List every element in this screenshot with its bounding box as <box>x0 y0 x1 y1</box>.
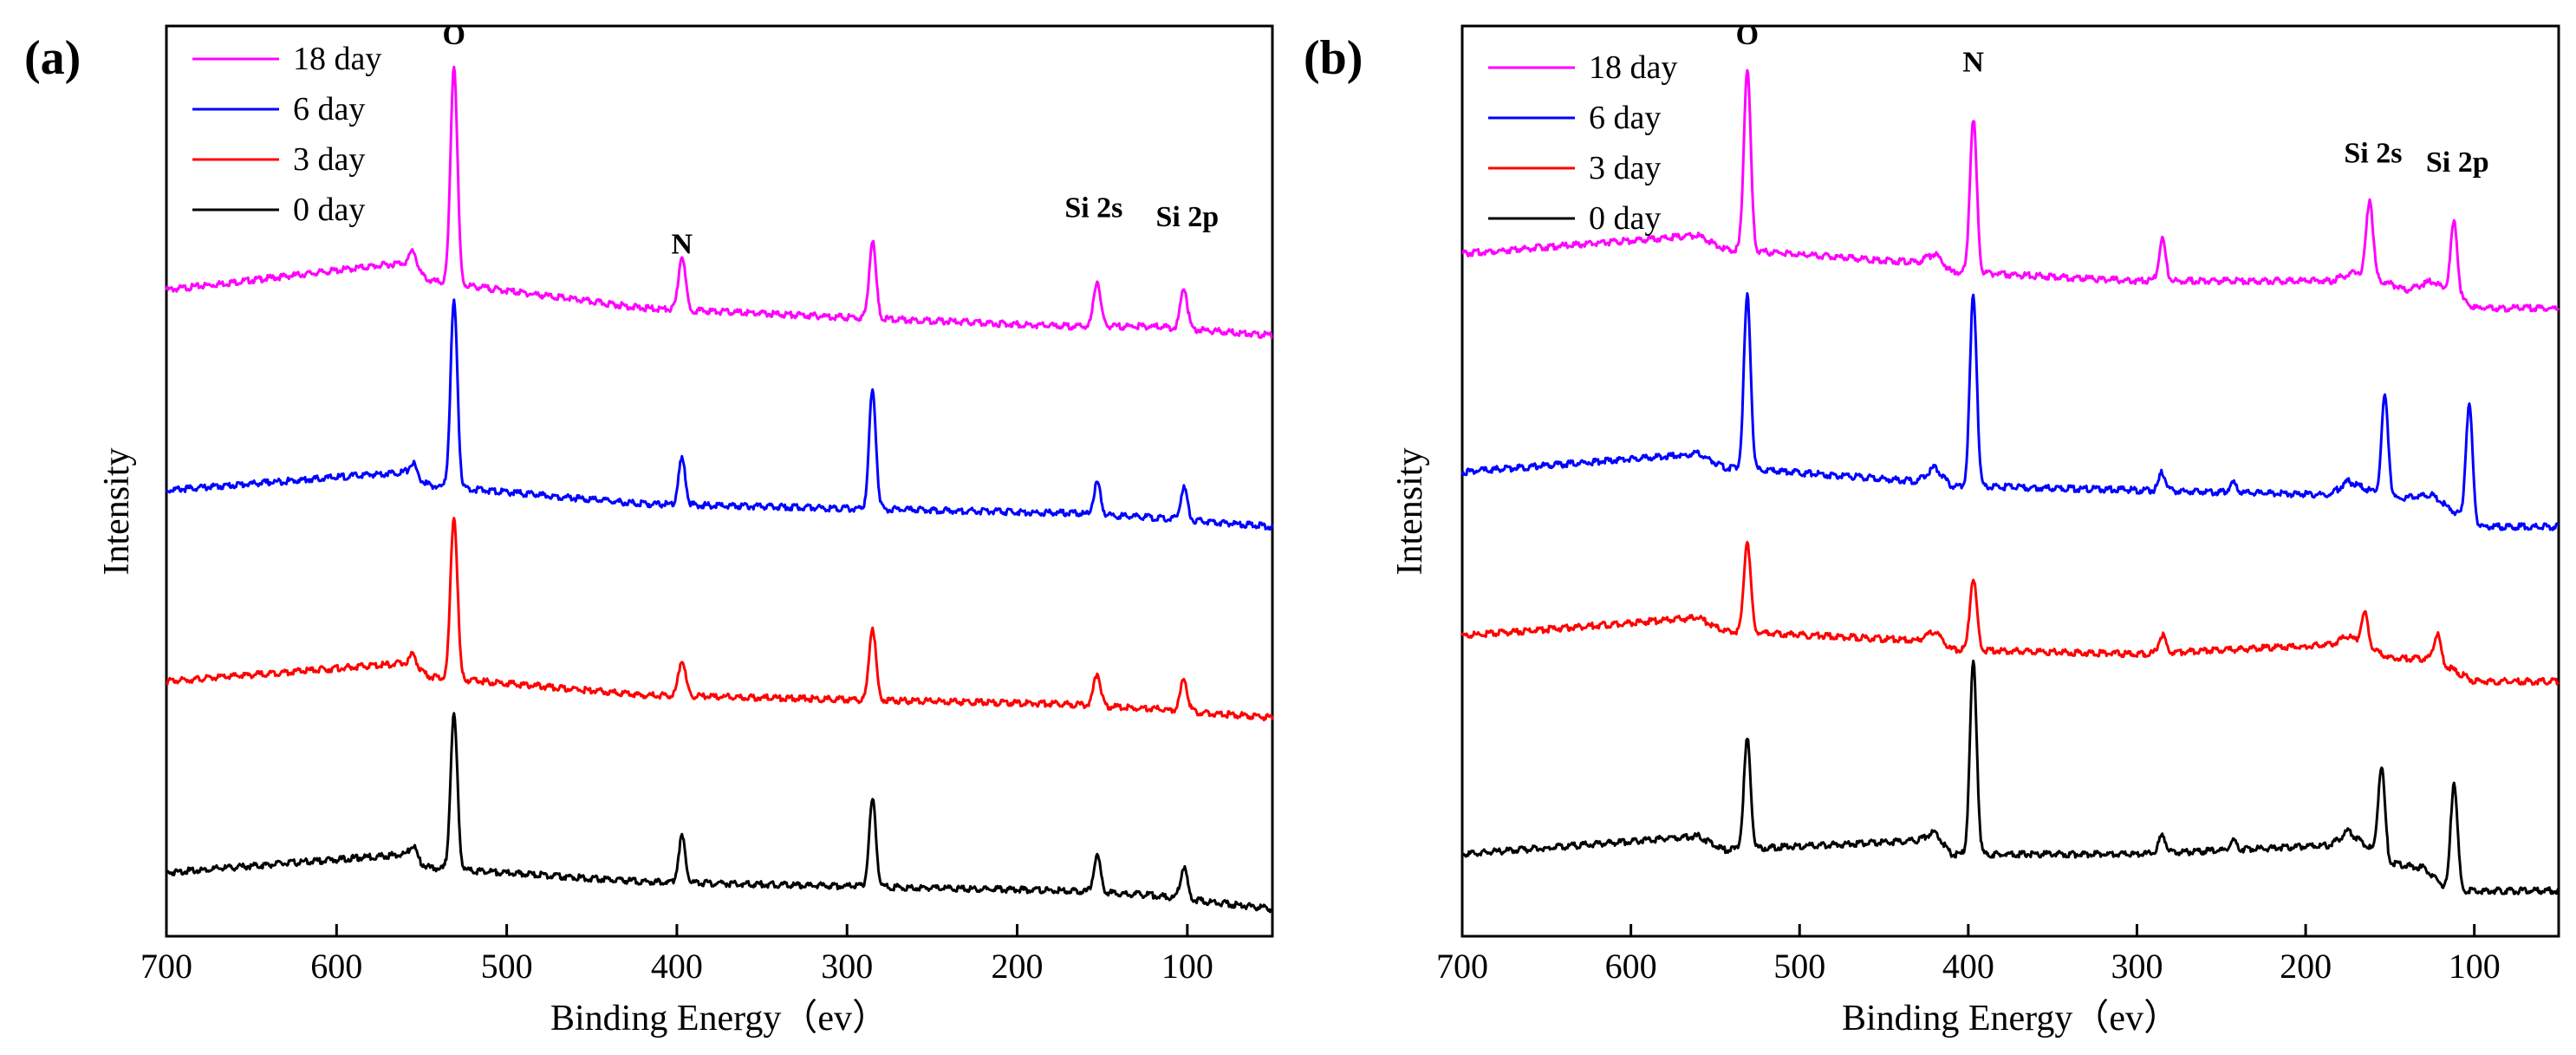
peak-annotation: O <box>443 19 465 51</box>
panel-b-x-axis-title: Binding Energy（ev） <box>1842 999 2180 1039</box>
panel-b-legend: 18 day 6 day 3 day 0 day <box>1488 49 1677 237</box>
series-line-6-day <box>165 298 1274 531</box>
series-line-3-day <box>166 517 1274 722</box>
x-tick-label: 400 <box>1942 947 1994 986</box>
panel-a-peak-annotations: O N Si 2s Si 2p <box>443 19 1220 261</box>
panel-a: (a) 700 600 500 400 300 200 100 18 day 6 day 3 d… <box>24 19 1274 1039</box>
series-line-18-day <box>165 65 1273 339</box>
panel-b: (b) 700 600 500 400 300 200 100 18 day 6 day 3 d… <box>1304 19 2560 1039</box>
peak-annotation: Si 2p <box>1155 201 1219 233</box>
legend-label: 3 day <box>1589 150 1661 186</box>
x-tick-label: 300 <box>2111 947 2163 986</box>
x-tick-label: 700 <box>140 947 192 986</box>
panel-a-x-axis-title: Binding Energy（ev） <box>550 999 888 1039</box>
peak-annotation: N <box>1962 47 1984 79</box>
panel-b-label: (b) <box>1304 31 1363 85</box>
x-tick-label: 200 <box>992 947 1044 986</box>
legend-label: 18 day <box>293 41 381 77</box>
peak-annotation: Si 2p <box>2426 147 2489 179</box>
legend-label: 3 day <box>293 141 365 178</box>
panel-b-peak-annotations: O N Si 2s Si 2p <box>1736 19 2489 179</box>
series-line-6-day <box>1460 292 2560 531</box>
legend-label: 6 day <box>293 91 365 127</box>
series-line-0-day <box>166 712 1273 914</box>
panel-a-y-axis-title: Intensity <box>97 448 137 576</box>
x-tick-label: 500 <box>481 947 533 986</box>
panel-b-y-axis-title: Intensity <box>1390 448 1430 576</box>
x-tick-label: 100 <box>2449 947 2501 986</box>
peak-annotation: Si 2s <box>1064 192 1122 225</box>
panel-a-series <box>165 65 1274 914</box>
legend-label: 6 day <box>1589 100 1661 136</box>
panel-a-x-ticks: 700 600 500 400 300 200 100 <box>140 924 1213 986</box>
legend-label: 18 day <box>1589 49 1677 86</box>
panel-a-plot-frame <box>165 24 1274 938</box>
x-tick-label: 500 <box>1773 947 1825 986</box>
panel-b-x-ticks: 700 600 500 400 300 200 100 <box>1436 924 2501 986</box>
panel-a-label: (a) <box>24 31 81 85</box>
series-line-3-day <box>1460 540 2560 687</box>
panel-b-series <box>1460 68 2560 895</box>
series-line-0-day <box>1461 659 2560 895</box>
x-tick-label: 100 <box>1161 947 1213 986</box>
peak-annotation: N <box>672 229 693 261</box>
panel-a-legend: 18 day 6 day 3 day 0 day <box>192 41 381 228</box>
x-tick-label: 600 <box>1605 947 1657 986</box>
peak-annotation: O <box>1736 19 1759 51</box>
peak-annotation: Si 2s <box>2344 138 2402 170</box>
series-line-18-day <box>1461 68 2560 313</box>
legend-label: 0 day <box>1589 200 1661 237</box>
x-tick-label: 400 <box>651 947 703 986</box>
x-tick-label: 200 <box>2280 947 2332 986</box>
x-tick-label: 600 <box>310 947 362 986</box>
x-tick-label: 700 <box>1436 947 1488 986</box>
x-tick-label: 300 <box>821 947 873 986</box>
legend-label: 0 day <box>293 192 365 228</box>
panel-b-plot-frame <box>1460 24 2560 938</box>
